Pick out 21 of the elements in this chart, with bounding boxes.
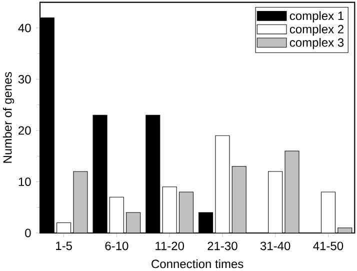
bar [232,166,246,233]
x-tick-label: 1-5 [56,242,72,250]
x-axis-title: Connection times [152,259,244,268]
bar [284,150,300,233]
bar [178,192,194,233]
y-tick-label: 30 [18,74,31,84]
y-tick-label: 40 [18,24,31,32]
x-tick-label: 31-40 [260,242,290,250]
legend-label: complex 3 [290,38,344,50]
legend-label: complex 1 [290,11,344,22]
x-tick-label: 21-30 [208,242,238,250]
y-tick-label: 20 [18,126,31,135]
y-axis-title: Number of genes [2,72,14,163]
y-tick-label: 0 [25,228,31,238]
bar [73,171,88,233]
bar [126,212,141,233]
x-tick-label: 41-50 [313,242,344,250]
legend-label: complex 2 [290,24,344,36]
x-tick-label: 6-10 [105,242,128,250]
x-tick-label: 11-20 [156,242,184,250]
y-tick-label: 10 [18,177,31,186]
